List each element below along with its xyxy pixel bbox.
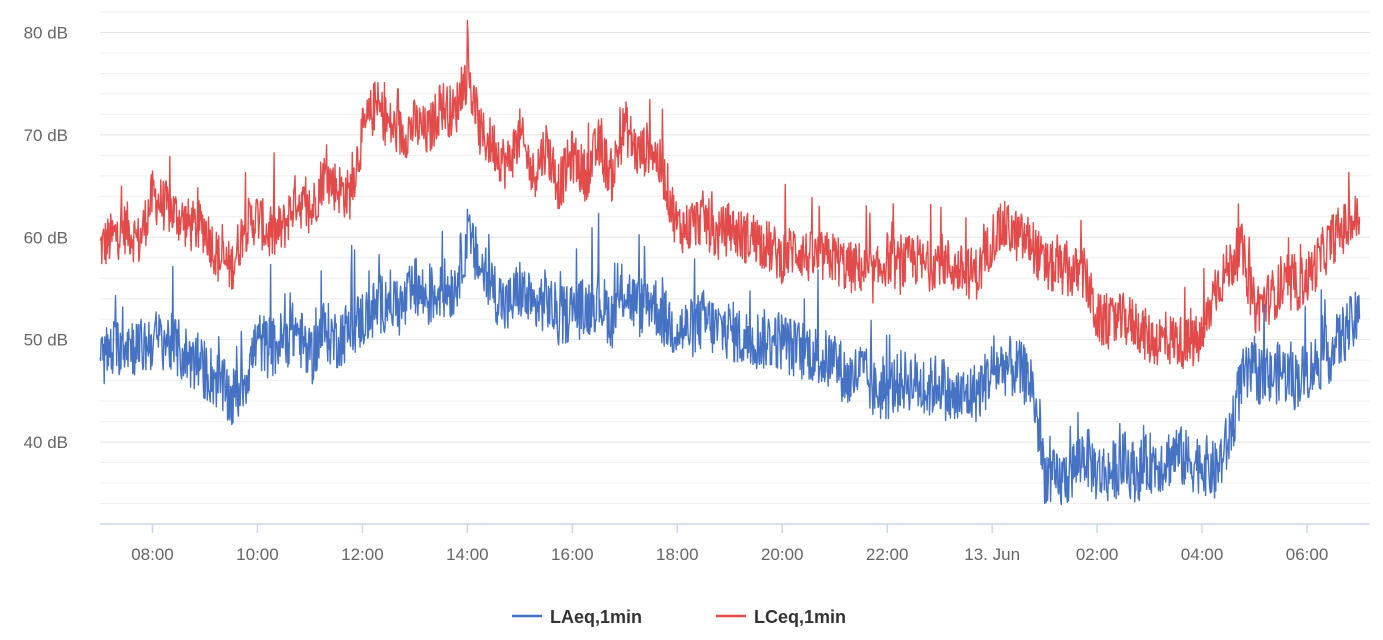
y-tick-label: 40 dB — [24, 433, 68, 452]
x-tick-label: 04:00 — [1181, 545, 1224, 564]
x-axis-labels: 08:00 10:00 12:00 14:00 16:00 18:00 20:00 22:00… — [131, 545, 1328, 564]
x-tick-label: 20:00 — [761, 545, 804, 564]
y-tick-label: 70 dB — [24, 126, 68, 145]
series-line-lceq[interactable] — [99, 19, 1361, 370]
x-tick-label: 14:00 — [446, 545, 489, 564]
series-line-laeq[interactable] — [99, 208, 1361, 506]
legend-label: LCeq,1min — [754, 607, 846, 627]
legend-label: LAeq,1min — [550, 607, 642, 627]
x-tick-label: 12:00 — [341, 545, 384, 564]
y-axis-labels: 40 dB 50 dB 60 dB 70 dB 80 dB — [24, 23, 68, 452]
x-tick-label: 18:00 — [656, 545, 699, 564]
x-tick-label: 22:00 — [866, 545, 909, 564]
legend-item[interactable]: LAeq,1min — [512, 607, 642, 627]
y-tick-label: 60 dB — [24, 228, 68, 247]
y-tick-label: 50 dB — [24, 331, 68, 350]
series-lines — [99, 19, 1361, 506]
x-tick-label: 08:00 — [131, 545, 174, 564]
grid-lines — [100, 11, 1370, 505]
x-tick-label: 06:00 — [1286, 545, 1329, 564]
x-tick-label: 10:00 — [236, 545, 279, 564]
legend-item[interactable]: LCeq,1min — [716, 607, 846, 627]
x-tick-label: 02:00 — [1076, 545, 1119, 564]
x-tick-label: 16:00 — [551, 545, 594, 564]
x-axis — [100, 523, 1370, 533]
x-tick-label: 13. Jun — [964, 545, 1020, 564]
y-tick-label: 80 dB — [24, 23, 68, 42]
legend: LAeq,1min LCeq,1min — [512, 607, 846, 627]
